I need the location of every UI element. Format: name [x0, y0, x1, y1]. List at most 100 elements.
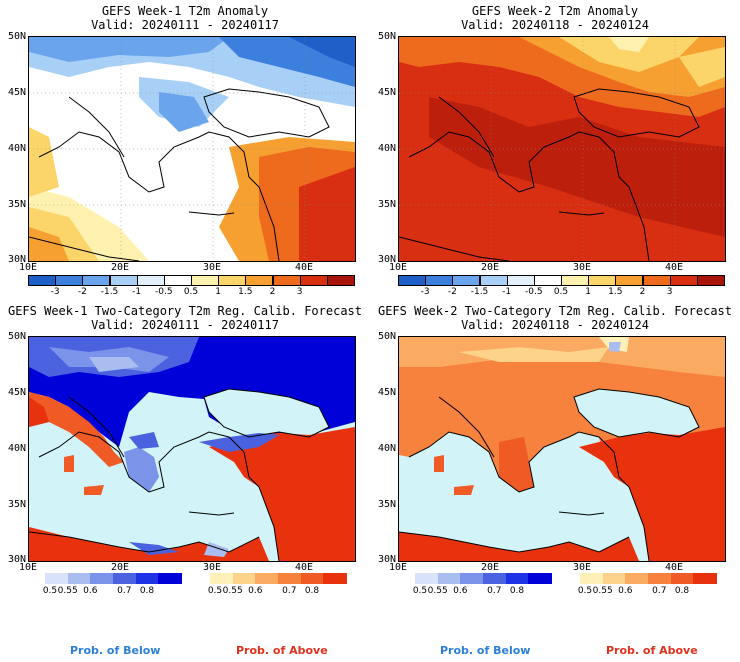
panel-valid-dates: Valid: 20240111 - 20240117: [91, 318, 279, 332]
lon-tick-20e: 20E: [480, 262, 500, 273]
panel-week1-probability: GEFS Week-1 Two-Category T2m Reg. Calib.…: [0, 300, 370, 662]
colorbar-label: -1.5: [100, 287, 119, 297]
colorbar-swatch: [113, 573, 137, 584]
prob-above-colorbar: 0.5 0.55 0.6 0.7 0.8: [208, 573, 347, 597]
colorbar-swatch: [693, 573, 717, 584]
lon-tick-20e: 20E: [110, 262, 130, 273]
colorbar-label: 3: [296, 287, 303, 297]
colorbar-label: 0.6: [248, 586, 263, 596]
colorbar-swatch: [425, 275, 454, 286]
colorbar-swatch: [158, 573, 182, 584]
lat-tick-35n: 35N: [7, 499, 26, 510]
colorbar-swatch: [272, 275, 301, 286]
colorbar-label: 0.55: [427, 586, 448, 596]
colorbar-swatch: [696, 275, 725, 286]
lon-tick-10e: 10E: [18, 262, 38, 273]
lon-tick-40e: 40E: [664, 262, 684, 273]
colorbar-label: -0.5: [525, 287, 543, 297]
lon-tick-30e: 30E: [572, 262, 592, 273]
lon-tick-10e: 10E: [388, 262, 408, 273]
lat-tick-50n: 50N: [7, 331, 26, 342]
colorbar-label: 0.55: [57, 586, 78, 596]
probability-map-week1: [28, 336, 356, 562]
lat-tick-30n: 30N: [7, 254, 26, 265]
colorbar-swatch: [210, 573, 234, 584]
colorbar-swatch: [398, 275, 427, 286]
colorbar-label: -2: [77, 287, 87, 297]
colorbar-swatch: [602, 573, 627, 584]
colorbar-swatch: [218, 275, 247, 286]
panel-valid-dates: Valid: 20240118 - 20240124: [461, 318, 649, 332]
colorbar-swatch: [278, 573, 302, 584]
colorbar-label: 0.7: [282, 586, 297, 596]
lat-tick-35n: 35N: [7, 199, 26, 210]
prob-below-label: Prob. of Below: [70, 644, 161, 657]
colorbar-label: 0.7: [117, 586, 132, 596]
colorbar-swatch: [528, 573, 552, 584]
colorbar-label: 1: [585, 287, 592, 297]
prob-above-colorbar: 0.5 0.55 0.6 0.7 0.8: [578, 573, 717, 597]
lat-tick-50n: 50N: [7, 31, 26, 42]
colorbar-swatch: [163, 275, 192, 286]
lat-tick-40n: 40N: [377, 443, 396, 454]
lat-tick-45n: 45N: [7, 87, 26, 98]
colorbar-label: 0.7: [487, 586, 502, 596]
lon-tick-40e: 40E: [664, 562, 684, 573]
prob-below-colorbar: 0.5 0.55 0.6 0.7 0.8: [43, 573, 182, 597]
lat-tick-40n: 40N: [7, 443, 26, 454]
lat-tick-30n: 30N: [377, 554, 396, 565]
colorbar-swatch: [255, 573, 279, 584]
lat-tick-45n: 45N: [377, 387, 396, 398]
colorbar-swatch: [670, 573, 695, 584]
colorbar-swatch: [136, 275, 165, 286]
lat-tick-30n: 30N: [7, 554, 26, 565]
lon-tick-30e: 30E: [572, 562, 592, 573]
anomaly-colorbar: -3 -2 -1.5 -1 -0.5 0.5 1 1.5 2 3: [28, 275, 355, 297]
lon-tick-10e: 10E: [388, 562, 408, 573]
prob-above-label: Prob. of Above: [236, 644, 328, 657]
lon-tick-40e: 40E: [294, 562, 314, 573]
lon-tick-20e: 20E: [110, 562, 130, 573]
colorbar-swatch: [561, 275, 590, 286]
colorbar-swatch: [615, 275, 644, 286]
panel-title: GEFS Week-1 T2m Anomaly: [101, 4, 269, 18]
colorbar-label: 1.5: [238, 287, 253, 297]
colorbar-swatch: [460, 573, 484, 584]
colorbar-swatch: [28, 275, 57, 286]
prob-below-label: Prob. of Below: [440, 644, 531, 657]
colorbar-swatch: [669, 275, 698, 286]
colorbar-label: 0.5: [183, 287, 199, 297]
colorbar-swatch: [533, 275, 562, 286]
colorbar-swatch: [588, 275, 617, 286]
colorbar-label: -1.5: [470, 287, 489, 297]
colorbar-label: -3: [420, 287, 430, 297]
colorbar-swatch: [109, 275, 138, 286]
lat-tick-40n: 40N: [377, 143, 396, 154]
colorbar-label: 0.6: [453, 586, 468, 596]
colorbar-swatch: [67, 573, 92, 584]
colorbar-label: 2: [269, 287, 276, 297]
colorbar-swatch: [506, 275, 535, 286]
colorbar-label: 2: [639, 287, 646, 297]
colorbar-label: 0.6: [618, 586, 633, 596]
panel-week2-anomaly: GEFS Week-2 T2m Anomaly Valid: 20240118 …: [370, 0, 740, 300]
colorbar-swatch: [299, 275, 328, 286]
panel-title: GEFS Week-1 Two-Category T2m Reg. Calib.…: [7, 304, 362, 318]
colorbar-label: -3: [50, 287, 60, 297]
colorbar-swatch: [483, 573, 507, 584]
lon-tick-20e: 20E: [480, 562, 500, 573]
colorbar-label: 0.5: [553, 287, 569, 297]
colorbar-swatch: [505, 573, 530, 584]
lat-tick-45n: 45N: [377, 87, 396, 98]
colorbar-swatch: [437, 573, 462, 584]
colorbar-label: 0.5: [42, 586, 58, 596]
colorbar-label: 0.5: [207, 586, 223, 596]
colorbar-label: 3: [666, 287, 673, 297]
lat-tick-35n: 35N: [377, 199, 396, 210]
colorbar-label: 0.5: [577, 586, 593, 596]
colorbar-label: 0.8: [139, 586, 155, 596]
colorbar-label: -2: [447, 287, 457, 297]
colorbar-label: 0.55: [592, 586, 613, 596]
colorbar-label: 0.8: [509, 586, 525, 596]
colorbar-label: 0.6: [83, 586, 98, 596]
